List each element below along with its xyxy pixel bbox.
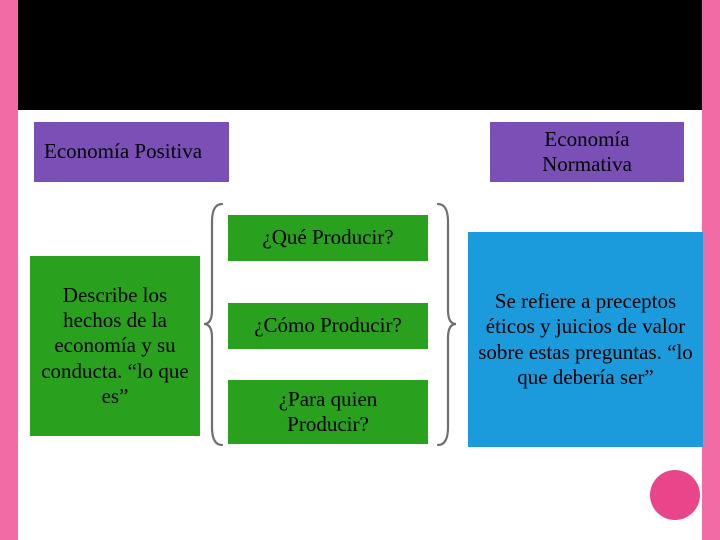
question-que-producir: ¿Qué Producir?	[228, 215, 428, 261]
pink-circle-accent	[650, 470, 700, 520]
title-economia-normativa: Economía Normativa	[490, 122, 684, 182]
pink-bar-left	[0, 0, 18, 540]
pink-bar-right	[702, 0, 720, 540]
question-como-producir: ¿Cómo Producir?	[228, 303, 428, 349]
question-para-quien-producir: ¿Para quien Producir?	[228, 380, 428, 444]
top-black-band	[18, 0, 702, 110]
desc-economia-positiva: Describe los hechos de la economía y su …	[30, 256, 200, 436]
brace-left	[202, 202, 228, 447]
brace-right	[432, 202, 458, 447]
title-economia-positiva: Economía Positiva	[34, 122, 229, 182]
desc-economia-normativa: Se refiere a preceptos éticos y juicios …	[468, 232, 703, 447]
